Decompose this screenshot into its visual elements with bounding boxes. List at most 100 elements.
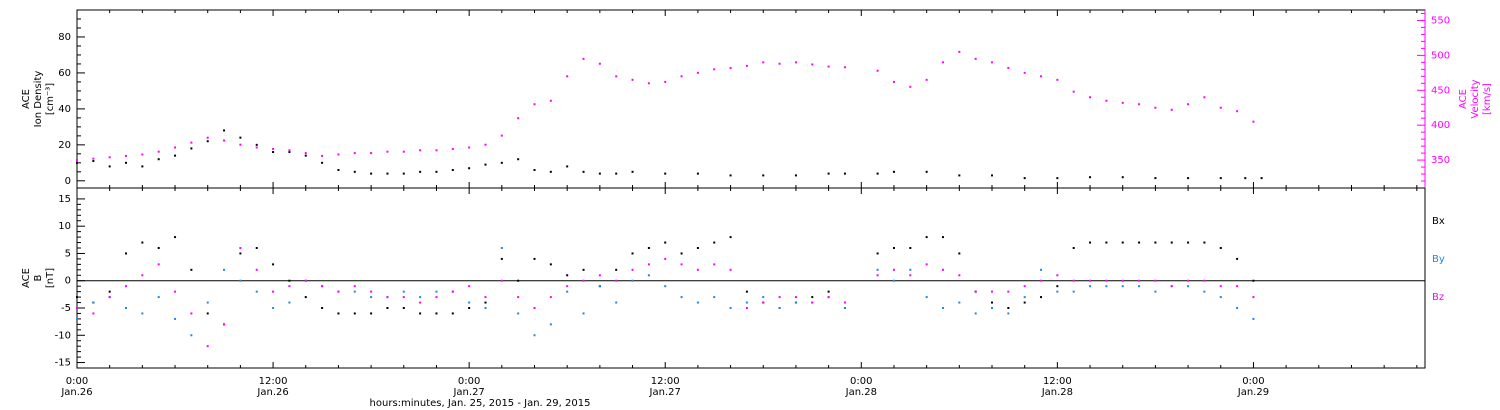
by-point — [174, 317, 177, 320]
bx-point — [1170, 241, 1173, 244]
density-point — [1023, 177, 1026, 180]
density-point — [729, 174, 732, 177]
velocity-point — [157, 150, 160, 153]
top-panel-frame — [76, 9, 1426, 189]
by-point — [206, 301, 209, 304]
velocity-point — [729, 66, 732, 69]
by-point — [1236, 307, 1239, 309]
bx-point — [1072, 247, 1075, 249]
bz-point — [811, 301, 814, 304]
top-left-axis-label-line1: ACE — [21, 89, 32, 109]
velocity-point — [255, 146, 258, 149]
legend-bx: Bx — [1432, 216, 1445, 227]
velocity-point — [1154, 106, 1157, 109]
density-point — [958, 174, 961, 177]
by-point — [468, 301, 471, 304]
y-tick-label: 15 — [58, 194, 71, 205]
bx-point — [353, 312, 356, 315]
by-point — [1105, 285, 1108, 288]
density-point — [223, 129, 226, 132]
bx-point — [255, 247, 258, 249]
bx-point — [1040, 296, 1043, 299]
by-point — [402, 290, 405, 293]
density-point — [1056, 177, 1059, 180]
velocity-point — [647, 82, 650, 85]
bz-point — [108, 296, 111, 299]
by-point — [762, 296, 765, 299]
velocity-point — [566, 75, 569, 78]
bx-point — [288, 279, 291, 282]
top-right-axis-label-line2: Velocity — [1470, 79, 1481, 118]
density-point — [598, 172, 601, 175]
bz-point — [1007, 290, 1010, 293]
velocity-tick-label: 550 — [1431, 15, 1450, 26]
bz-point — [778, 296, 781, 299]
bz-point — [419, 301, 422, 304]
bx-point — [402, 307, 405, 309]
bx-point — [909, 247, 912, 249]
density-point — [337, 169, 340, 172]
density-point — [108, 165, 111, 168]
bx-point — [141, 241, 144, 244]
velocity-point — [598, 62, 601, 65]
by-point — [713, 296, 716, 299]
bx-point — [451, 312, 454, 315]
bx-point — [631, 252, 634, 255]
bz-point — [157, 263, 160, 266]
by-point — [1121, 285, 1124, 288]
density-point — [827, 172, 830, 175]
bx-point — [680, 252, 683, 255]
density-point — [125, 161, 128, 164]
velocity-point — [1056, 78, 1059, 81]
by-point — [125, 307, 128, 309]
by-point — [1040, 268, 1043, 271]
bz-point — [762, 301, 765, 304]
velocity-point — [141, 153, 144, 156]
velocity-point — [1170, 108, 1173, 111]
density-point — [1244, 177, 1247, 180]
y-tick-label: 40 — [58, 104, 71, 115]
bz-point — [1203, 279, 1206, 282]
by-point — [925, 296, 928, 299]
by-point — [892, 279, 895, 282]
bx-point — [533, 257, 536, 260]
series-velocity — [76, 50, 1255, 162]
bz-point — [1187, 279, 1190, 282]
top-right-axis-label-line1: ACE — [1458, 89, 1469, 109]
bz-point — [451, 290, 454, 293]
bz-point — [239, 247, 242, 249]
y-tick-label: 10 — [58, 221, 71, 232]
velocity-point — [435, 149, 438, 152]
density-point — [615, 172, 618, 175]
bz-point — [582, 279, 585, 282]
velocity-point — [876, 69, 879, 72]
density-point — [1260, 177, 1263, 180]
series-by — [76, 247, 1255, 337]
bz-point — [468, 285, 471, 288]
by-point — [157, 296, 160, 299]
density-point — [353, 170, 356, 173]
by-point — [370, 296, 373, 299]
bx-point — [925, 236, 928, 239]
density-point — [76, 161, 78, 164]
bz-point — [745, 307, 748, 309]
bz-point — [1072, 279, 1075, 282]
velocity-point — [549, 99, 552, 102]
bx-point — [1089, 241, 1092, 244]
by-point — [141, 312, 144, 315]
bx-point — [76, 296, 78, 299]
bz-point — [991, 290, 994, 293]
velocity-tick-label: 350 — [1431, 155, 1450, 166]
bz-point — [517, 296, 520, 299]
bz-point — [1252, 296, 1255, 299]
by-point — [582, 312, 585, 315]
bz-point — [386, 296, 389, 299]
by-point — [517, 312, 520, 315]
bx-point — [696, 247, 699, 249]
density-point — [239, 136, 242, 139]
y-tick-label: 20 — [58, 140, 71, 151]
density-point — [435, 170, 438, 173]
velocity-point — [92, 157, 95, 160]
bz-point — [337, 290, 340, 293]
velocity-point — [811, 63, 814, 66]
